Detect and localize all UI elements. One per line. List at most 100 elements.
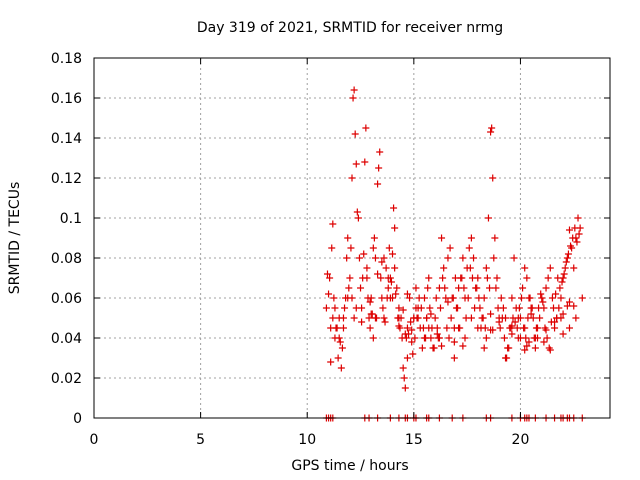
data-point bbox=[371, 314, 379, 322]
data-point bbox=[492, 284, 500, 292]
data-point bbox=[542, 284, 550, 292]
data-point bbox=[509, 314, 517, 322]
data-point bbox=[442, 294, 450, 302]
data-point bbox=[343, 254, 351, 262]
data-point bbox=[563, 254, 571, 262]
x-tick-label: 5 bbox=[196, 432, 205, 448]
data-point bbox=[487, 310, 495, 318]
data-point bbox=[445, 334, 453, 342]
data-point bbox=[389, 250, 397, 258]
data-point bbox=[482, 264, 490, 272]
data-point bbox=[441, 284, 449, 292]
y-tick-label: 0.16 bbox=[51, 91, 82, 107]
data-point bbox=[395, 322, 403, 330]
data-point bbox=[510, 254, 518, 262]
data-point bbox=[557, 314, 565, 322]
data-point bbox=[449, 294, 457, 302]
data-point bbox=[516, 314, 524, 322]
data-point bbox=[363, 274, 371, 282]
data-point bbox=[399, 364, 407, 372]
data-point bbox=[539, 298, 547, 306]
data-point bbox=[518, 294, 526, 302]
data-point bbox=[361, 158, 369, 166]
data-point bbox=[514, 334, 522, 342]
data-point bbox=[334, 354, 342, 362]
data-point bbox=[486, 284, 494, 292]
data-point bbox=[531, 334, 539, 342]
data-point bbox=[542, 326, 550, 334]
data-point bbox=[391, 224, 399, 232]
data-point bbox=[572, 314, 580, 322]
data-point bbox=[528, 304, 536, 312]
data-point bbox=[409, 350, 417, 358]
data-point bbox=[371, 254, 379, 262]
data-point bbox=[350, 314, 358, 322]
data-point bbox=[364, 294, 372, 302]
data-point bbox=[391, 264, 399, 272]
data-point bbox=[544, 274, 552, 282]
data-point bbox=[431, 314, 439, 322]
data-point bbox=[573, 238, 581, 246]
data-point bbox=[395, 304, 403, 312]
data-point bbox=[538, 294, 546, 302]
y-tick-label: 0.02 bbox=[51, 371, 82, 387]
data-point bbox=[351, 130, 359, 138]
data-point bbox=[556, 284, 564, 292]
data-point bbox=[375, 164, 383, 172]
data-point bbox=[525, 338, 533, 346]
data-point bbox=[355, 254, 363, 262]
data-point bbox=[443, 324, 451, 332]
data-point bbox=[444, 298, 452, 306]
data-point bbox=[546, 346, 554, 354]
data-point bbox=[466, 264, 474, 272]
data-point bbox=[348, 294, 356, 302]
data-point bbox=[366, 298, 374, 306]
data-point bbox=[349, 94, 357, 102]
data-point bbox=[535, 304, 543, 312]
data-point bbox=[369, 244, 377, 252]
data-point bbox=[331, 334, 339, 342]
data-points bbox=[322, 86, 586, 422]
data-point bbox=[366, 324, 374, 332]
data-point bbox=[560, 270, 568, 278]
data-point bbox=[454, 304, 462, 312]
y-tick-labels: 0 0.02 0.04 0.06 0.08 0.1 0.12 0.14 0.16 0.18 bbox=[51, 51, 82, 427]
data-point bbox=[526, 294, 534, 302]
y-tick-label: 0 bbox=[73, 411, 82, 427]
data-point bbox=[536, 314, 544, 322]
data-point bbox=[508, 294, 516, 302]
data-point bbox=[426, 304, 434, 312]
data-point bbox=[370, 234, 378, 242]
data-point bbox=[408, 338, 416, 346]
data-point bbox=[385, 244, 393, 252]
data-point bbox=[438, 342, 446, 350]
data-point bbox=[532, 324, 540, 332]
data-point bbox=[450, 354, 458, 362]
data-point bbox=[406, 294, 414, 302]
data-point bbox=[558, 278, 566, 286]
data-point bbox=[412, 304, 420, 312]
y-tick-label: 0.1 bbox=[60, 211, 82, 227]
data-point bbox=[461, 334, 469, 342]
data-point bbox=[399, 306, 407, 314]
data-point bbox=[523, 342, 531, 350]
data-point bbox=[480, 344, 488, 352]
data-point bbox=[565, 324, 573, 332]
data-point bbox=[497, 294, 505, 302]
data-point bbox=[329, 314, 337, 322]
data-point bbox=[376, 148, 384, 156]
data-point bbox=[508, 322, 516, 330]
data-point bbox=[505, 344, 513, 352]
data-point bbox=[418, 344, 426, 352]
y-tick-label: 0.08 bbox=[51, 251, 82, 267]
data-point bbox=[338, 344, 346, 352]
data-point bbox=[464, 294, 472, 302]
data-point bbox=[440, 264, 448, 272]
data-point bbox=[402, 334, 410, 342]
data-point bbox=[578, 294, 586, 302]
data-point bbox=[537, 290, 545, 298]
data-point bbox=[327, 324, 335, 332]
data-point bbox=[352, 304, 360, 312]
data-point bbox=[387, 278, 395, 286]
data-point bbox=[559, 330, 567, 338]
